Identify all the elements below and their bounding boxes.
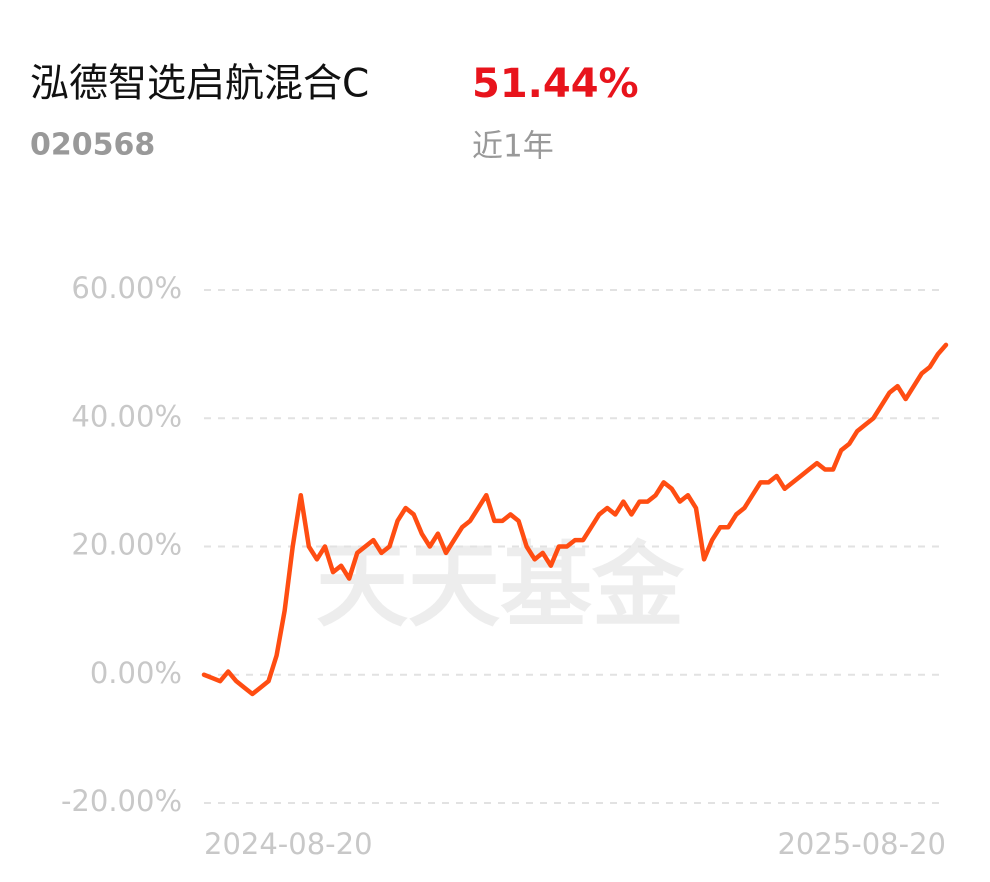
- y-tick-label: 0.00%: [90, 656, 182, 690]
- fund-name: 泓德智选启航混合C: [30, 62, 369, 107]
- y-tick-label: 40.00%: [71, 399, 182, 433]
- fund-line: [201, 342, 949, 697]
- x-tick-label: 2024-08-20: [204, 827, 373, 861]
- y-tick-label: 20.00%: [71, 528, 182, 562]
- y-tick-label: -20.00%: [61, 784, 182, 818]
- x-tick-label: 2025-08-20: [777, 827, 946, 861]
- return-value: 51.44%: [472, 61, 639, 107]
- fund-code: 020568: [30, 128, 155, 163]
- period-label: 近1年: [472, 129, 554, 165]
- y-tick-label: 60.00%: [71, 271, 182, 305]
- watermark: 天天基金: [316, 532, 685, 639]
